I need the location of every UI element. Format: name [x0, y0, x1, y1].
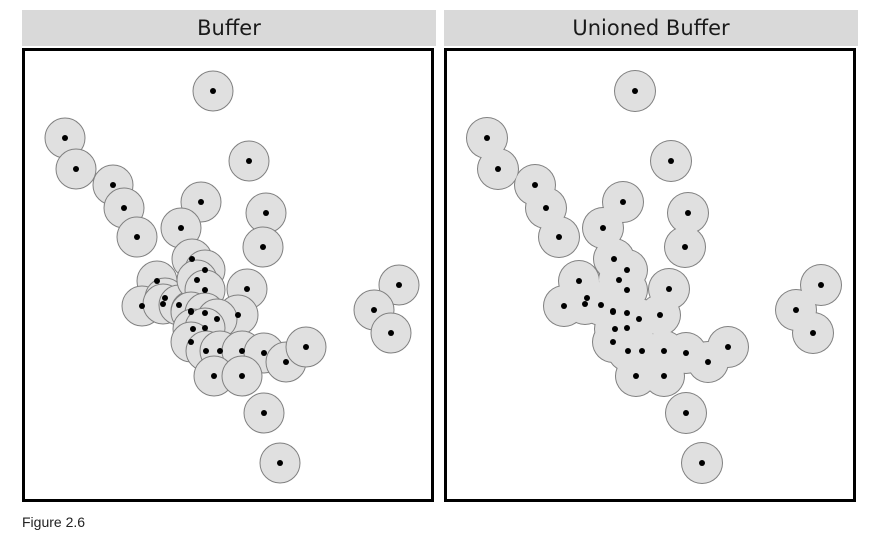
point-marker [162, 295, 168, 301]
point-marker [110, 182, 116, 188]
point-marker [725, 344, 731, 350]
point-marker [793, 307, 799, 313]
point-marker [685, 210, 691, 216]
point-marker [178, 225, 184, 231]
point-marker [396, 282, 402, 288]
unioned-buffer-map-canvas [466, 70, 842, 484]
point-marker [134, 234, 140, 240]
point-marker [211, 373, 217, 379]
point-marker [556, 234, 562, 240]
point-marker [610, 339, 616, 345]
point-marker [598, 302, 604, 308]
point-marker [246, 158, 252, 164]
point-marker [217, 348, 223, 354]
point-marker [682, 244, 688, 250]
point-marker [202, 267, 208, 273]
point-marker [239, 373, 245, 379]
point-marker [624, 325, 630, 331]
point-marker [625, 348, 631, 354]
point-marker [188, 339, 194, 345]
point-marker [661, 373, 667, 379]
point-marker [561, 303, 567, 309]
point-marker [235, 312, 241, 318]
buffer-group [44, 70, 420, 484]
point-marker [198, 199, 204, 205]
point-marker [620, 199, 626, 205]
point-marker [194, 277, 200, 283]
point-marker [668, 158, 674, 164]
point-marker [818, 282, 824, 288]
point-marker [624, 310, 630, 316]
point-marker [239, 348, 245, 354]
point-marker [277, 460, 283, 466]
point-marker [699, 460, 705, 466]
point-marker [210, 88, 216, 94]
point-marker [576, 278, 582, 284]
point-marker [73, 166, 79, 172]
point-marker [683, 350, 689, 356]
point-marker [633, 373, 639, 379]
point-marker [636, 316, 642, 322]
point-marker [62, 135, 68, 141]
point-marker [683, 410, 689, 416]
point-marker [639, 348, 645, 354]
panel-title-buffer: Buffer [22, 10, 436, 46]
point-marker [810, 330, 816, 336]
point-marker [371, 307, 377, 313]
figure-caption: Figure 2.6 [22, 514, 86, 530]
panel-title-unioned-buffer: Unioned Buffer [444, 10, 858, 46]
point-marker [495, 166, 501, 172]
point-marker [202, 287, 208, 293]
point-marker [657, 312, 663, 318]
point-marker [532, 182, 538, 188]
point-marker [666, 286, 672, 292]
point-marker [600, 225, 606, 231]
point-marker [388, 330, 394, 336]
point-marker [244, 286, 250, 292]
point-marker [261, 350, 267, 356]
point-marker [189, 256, 195, 262]
point-marker [584, 295, 590, 301]
point-marker [543, 205, 549, 211]
buffer-map-panel [22, 48, 434, 502]
point-marker [263, 210, 269, 216]
point-marker [624, 287, 630, 293]
point-marker [616, 277, 622, 283]
point-marker [632, 88, 638, 94]
point-marker [188, 309, 194, 315]
point-marker [154, 278, 160, 284]
point-marker [214, 316, 220, 322]
point-marker [139, 303, 145, 309]
point-marker [160, 301, 166, 307]
point-marker [624, 267, 630, 273]
buffer-map-canvas [44, 70, 420, 484]
point-marker [612, 326, 618, 332]
unioned-buffer-group [467, 71, 841, 483]
unioned-buffer-map-panel [444, 48, 856, 502]
point-marker [260, 244, 266, 250]
point-marker [283, 359, 289, 365]
point-marker [582, 301, 588, 307]
point-marker [303, 344, 309, 350]
point-marker [611, 256, 617, 262]
point-marker [121, 205, 127, 211]
point-marker [202, 325, 208, 331]
point-group [484, 88, 824, 466]
point-marker [484, 135, 490, 141]
point-marker [705, 359, 711, 365]
point-marker [202, 310, 208, 316]
point-marker [190, 326, 196, 332]
point-marker [203, 348, 209, 354]
point-marker [610, 309, 616, 315]
point-marker [661, 348, 667, 354]
point-group [62, 88, 402, 466]
point-marker [176, 302, 182, 308]
point-marker [261, 410, 267, 416]
